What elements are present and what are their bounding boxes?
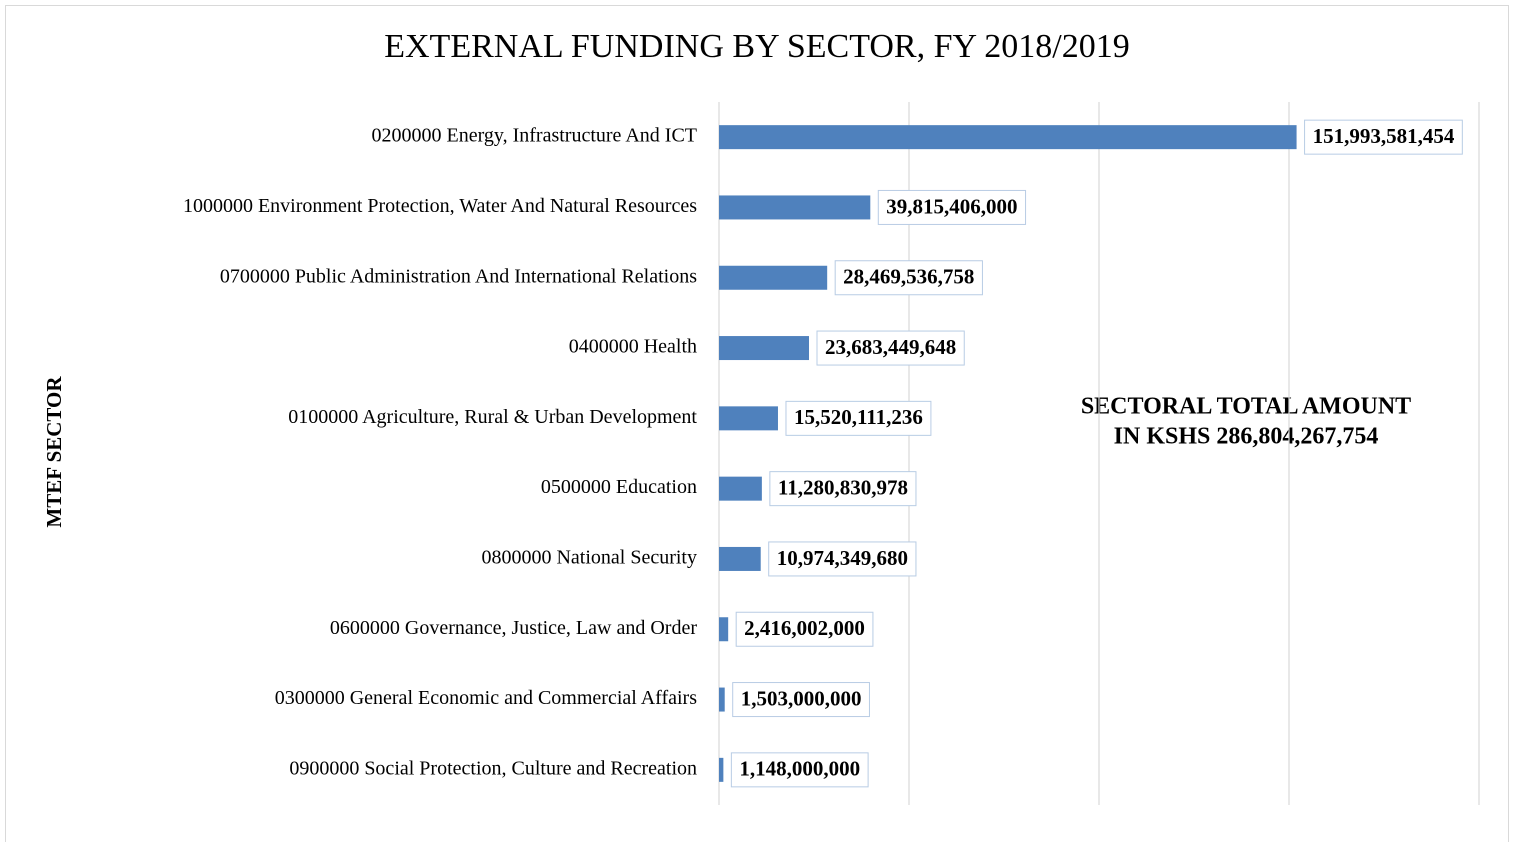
value-label-box — [877, 189, 1027, 225]
y-tick-label: 0900000 Social Protection, Culture and R… — [289, 757, 697, 779]
value-label: 28,469,536,758 — [843, 265, 974, 289]
bar — [719, 546, 761, 571]
y-tick-label: 0200000 Energy, Infrastructure And ICT — [372, 125, 697, 147]
annotation: SECTORAL TOTAL AMOUNT — [1081, 394, 1411, 420]
y-tick-label: 0300000 General Economic and Commercial … — [275, 687, 698, 709]
value-label: 11,280,830,978 — [778, 475, 908, 499]
value-label-box — [768, 541, 917, 577]
value-label-box — [735, 611, 874, 647]
value-label-box — [1304, 119, 1463, 155]
value-label: 1,148,000,000 — [739, 757, 860, 781]
bar — [719, 265, 828, 290]
annotation: IN KSHS 286,804,267,754 — [1114, 424, 1379, 450]
y-tick-label: 0600000 Governance, Justice, Law and Ord… — [330, 617, 697, 639]
value-label: 15,520,111,236 — [794, 405, 923, 429]
bar — [719, 336, 809, 361]
value-label: 2,416,002,000 — [744, 616, 865, 640]
bar — [719, 476, 762, 501]
y-axis-label: MTEF SECTOR — [42, 376, 66, 528]
value-label-box — [834, 260, 983, 296]
y-tick-label: 1000000 Environment Protection, Water An… — [183, 195, 697, 217]
y-tick-label: 0500000 Education — [541, 476, 697, 498]
value-label: 23,683,449,648 — [825, 335, 956, 359]
bar — [719, 757, 724, 782]
value-label: 1,503,000,000 — [741, 686, 862, 710]
value-label-box — [816, 330, 965, 366]
y-tick-label: 0100000 Agriculture, Rural & Urban Devel… — [288, 406, 697, 428]
y-tick-label: 0800000 National Security — [481, 547, 697, 569]
value-label-box — [732, 682, 870, 718]
value-label: 39,815,406,000 — [886, 194, 1017, 218]
y-tick-label: 0700000 Public Administration And Intern… — [220, 265, 697, 287]
value-label-box — [785, 400, 932, 436]
value-label-box — [769, 471, 917, 507]
bar — [719, 406, 778, 431]
chart-title: EXTERNAL FUNDING BY SECTOR, FY 2018/2019 — [384, 28, 1130, 65]
bar — [719, 195, 871, 220]
y-tick-label: 0400000 Health — [569, 336, 697, 358]
value-label-box — [730, 752, 869, 788]
value-label: 10,974,349,680 — [777, 546, 908, 570]
bar — [719, 687, 725, 712]
bar — [719, 125, 1297, 150]
bar — [719, 617, 729, 642]
value-label: 151,993,581,454 — [1313, 124, 1455, 148]
